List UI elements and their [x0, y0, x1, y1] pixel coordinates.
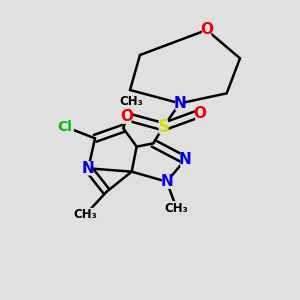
FancyBboxPatch shape: [168, 201, 185, 215]
Text: N: N: [82, 161, 95, 176]
FancyBboxPatch shape: [76, 208, 94, 222]
FancyBboxPatch shape: [175, 96, 185, 110]
Text: N: N: [174, 96, 186, 111]
Text: N: N: [178, 152, 191, 167]
Text: O: O: [194, 106, 206, 121]
Text: CH₃: CH₃: [120, 95, 143, 108]
FancyBboxPatch shape: [195, 106, 205, 121]
Text: N: N: [160, 174, 173, 189]
FancyBboxPatch shape: [180, 153, 190, 167]
FancyBboxPatch shape: [123, 94, 140, 109]
Text: O: O: [120, 109, 133, 124]
FancyBboxPatch shape: [162, 175, 172, 189]
Text: Cl: Cl: [58, 120, 72, 134]
FancyBboxPatch shape: [56, 119, 74, 134]
Text: S: S: [157, 118, 169, 136]
FancyBboxPatch shape: [202, 23, 211, 37]
FancyBboxPatch shape: [83, 161, 93, 176]
FancyBboxPatch shape: [122, 110, 131, 124]
Text: O: O: [200, 22, 213, 38]
Text: CH₃: CH₃: [73, 208, 97, 221]
FancyBboxPatch shape: [158, 119, 168, 134]
Text: CH₃: CH₃: [165, 202, 188, 215]
